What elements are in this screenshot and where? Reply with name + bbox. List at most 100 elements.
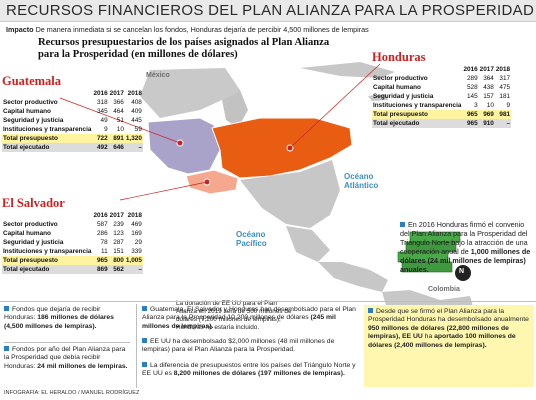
year-header: 2017 [109,212,124,219]
table-cell: 1,320 [124,134,143,143]
main-title: Recursos presupuestarios de los países a… [38,37,330,60]
table-cell: 29 [134,239,142,246]
table-cell: 287 [113,239,124,246]
table-cell: – [124,265,143,274]
table-row: Capital humano 528 438 475 [372,83,511,92]
bottom-mid-3: La diferencia de presupuestos entre los … [142,362,358,379]
bottom-mid-2: EE UU ha desembolsado $2,000 millones (4… [142,338,358,355]
table-cell: 78 [100,239,108,246]
row-label: Sector productivo [373,75,428,82]
table-row: Total presupuesto 722 891 1,320 [2,134,143,143]
table-cell: 317 [499,75,511,82]
bottom-mid-1-bold: (245 mil millones de lempiras). [142,314,336,330]
bottom-right: Desde que se firmó el Plan Alianza para … [368,308,530,350]
cuba-land [300,62,395,78]
budget-table: 2016 2017 2018 Sector productivo 318 366 408 Ca… [2,89,143,152]
row-label: Sector productivo [3,99,58,106]
country-name: Guatemala [2,74,62,88]
table-row: Instituciones y transparencia 9 10 59 [2,125,143,134]
bottom-right-bold-2: aportado 100 millones de dólares (2,400 … [368,333,516,349]
country-name: El Salvador [2,196,65,210]
elsalvador-shape [185,169,239,195]
honduras-shape [211,117,353,179]
table-cell: 339 [131,248,142,255]
row-label: Instituciones y transparencia [3,248,92,255]
mexico-land [140,68,240,118]
table-row: Capital humano 286 123 169 [2,229,143,238]
costarica-land [286,226,330,262]
bottom-right-bold-1: 950 millones de dólares (22,800 millones… [368,324,509,341]
table-row: Sector productivo 289 364 317 [372,74,511,83]
table-cell: 318 [96,99,108,106]
table-row: Total ejecutado 965 910– [372,119,512,128]
table-cell: 891 [108,134,125,143]
table-cell: 587 [96,221,108,228]
table-header-row: 2016 2017 2018 [2,211,143,220]
row-label: Capital humano [3,230,51,237]
table-cell: 464 [113,108,124,115]
atlantic-label: Océano Atlántico [344,172,379,190]
row-label: Instituciones y transparencia [373,102,462,109]
header-bar: RECURSOS FINANCIEROS DEL PLAN ALIANZA PA… [0,0,536,22]
table-row: Instituciones y transparencia 3 10 9 [372,101,511,110]
table-row: Seguridad y justicia 49 51 445 [2,116,143,125]
table-row: Total presupuesto 965 800 1,005 [2,256,143,265]
table-cell: 10 [486,102,494,109]
page-title: RECURSOS FINANCIEROS DEL PLAN ALIANZA PA… [6,2,535,19]
bottom-mid-1: Guatemala, El Salvador y Honduras han de… [142,306,358,331]
table-cell: 969 [478,110,495,119]
row-label: Seguridad y justicia [3,239,64,246]
table-cell: 286 [96,230,108,237]
table-cell: 345 [96,108,108,115]
table-cell: 408 [131,99,142,106]
bottom-left-2-bold: 24 mil millones de lempiras. [37,362,128,370]
divider [0,301,536,302]
table-row: Capital humano 345 464 409 [2,107,143,116]
guatemala-leader [59,97,181,144]
table-cell: 528 [466,84,478,91]
country-name: Honduras [372,50,426,64]
bottom-left-1-bold: 186 millones de dólares (4,500 millones … [4,314,114,330]
divider [136,304,137,388]
nicaragua-land [240,160,340,228]
table-cell: 869 [92,265,109,274]
bottom-right-text: Desde que se firmó el Plan Alianza para … [368,308,529,324]
row-label: Total ejecutado [2,265,93,274]
row-label: Capital humano [3,108,51,115]
table-cell: 289 [466,75,478,82]
table-cell: 965 [92,256,109,265]
table-cell: 438 [483,84,494,91]
table-cell: – [494,119,512,128]
impacto-text: De manera inmediata si se cancelan los f… [35,25,369,34]
table-cell: 239 [113,221,124,228]
bottom-mid-2-text: EE UU ha desembolsado $2,000 millones (4… [142,338,335,354]
header-cell [2,89,92,98]
table-row: Total ejecutado 492 646– [2,143,143,152]
guatemala-table: Guatemala 2016 2017 2018 Sector productivo 31… [2,74,143,152]
divider [4,342,130,343]
table-row: Sector productivo 318 366 408 [2,98,143,107]
mexico-label: México [146,72,170,79]
row-label: Total presupuesto [372,110,463,119]
table-cell: 9 [506,102,511,109]
row-label: Seguridad y justicia [373,93,434,100]
bottom-mid-3-text: La diferencia de presupuestos entre los … [142,362,356,378]
table-cell: 51 [116,117,124,124]
table-row: Sector productivo 587 239 469 [2,220,143,229]
north-compass-icon [455,265,471,281]
bullet-icon [142,306,147,311]
table-row: Total presupuesto 965 969 981 [372,110,512,119]
bottom-right-text-2: ha [422,333,435,341]
table-header-row: 2016 2017 2018 [2,89,143,98]
pacific-label: Océano Pacífico [236,230,267,248]
table-cell: 475 [499,84,511,91]
bottom-mid-1-text: Guatemala, El Salvador y Honduras han de… [142,306,356,322]
row-label: Total presupuesto [2,134,93,143]
highlight-box [364,305,534,387]
table-cell: 49 [100,117,108,124]
budget-table: 2016 2017 2018 Sector productivo 587 239 469 Ca… [2,211,143,274]
table-row: Seguridad y justicia 145 157 181 [372,92,511,101]
bottom-left-1-text: Fondos que dejaría de recibir Honduras: [4,306,101,322]
row-label: Sector productivo [3,221,58,228]
